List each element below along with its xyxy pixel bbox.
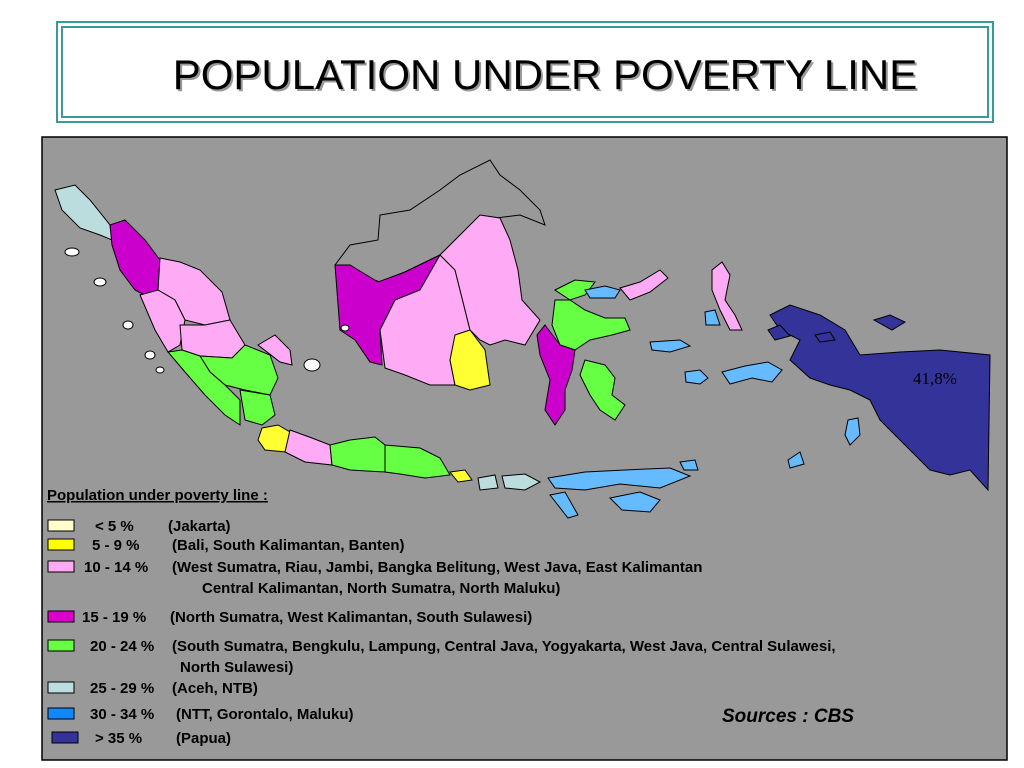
region xyxy=(704,309,721,326)
island xyxy=(93,277,107,287)
region xyxy=(477,474,499,491)
region xyxy=(239,389,276,426)
island xyxy=(144,350,156,360)
legend-swatch xyxy=(47,538,75,551)
source: Sources : CBS xyxy=(722,706,854,727)
region xyxy=(579,359,626,421)
legend-swatch xyxy=(47,639,75,652)
legend-swatch xyxy=(51,731,79,744)
region xyxy=(501,473,542,491)
legend-regions: (Papua) xyxy=(176,730,231,747)
legend-range: 25 - 29 % xyxy=(90,680,154,697)
legend-swatch xyxy=(47,707,75,720)
region xyxy=(608,491,661,513)
legend-regions: Central Kalimantan, North Sumatra, North… xyxy=(202,580,560,597)
region xyxy=(549,491,579,519)
region xyxy=(449,329,491,391)
legend-range: 5 - 9 % xyxy=(92,537,140,554)
legend-regions: (Bali, South Kalimantan, Banten) xyxy=(172,537,405,554)
title: POPULATION UNDER POVERTY LINE xyxy=(173,51,918,98)
title-frame xyxy=(56,21,994,123)
legend-title: Population under poverty line : xyxy=(47,487,268,504)
legend-range: 10 - 14 % xyxy=(84,559,148,576)
region xyxy=(584,285,621,299)
legend-range: < 5 % xyxy=(95,518,134,535)
region xyxy=(769,304,991,492)
region xyxy=(649,339,692,353)
legend-regions: (North Sumatra, West Kalimantan, South S… xyxy=(170,609,532,626)
island xyxy=(64,247,80,257)
legend-swatch xyxy=(47,681,75,694)
legend-swatch xyxy=(47,519,75,532)
legend-range: 30 - 34 % xyxy=(90,706,154,723)
legend-regions: (Jakarta) xyxy=(168,518,231,535)
island xyxy=(340,324,350,332)
legend-regions: North Sulawesi) xyxy=(180,659,293,676)
region xyxy=(684,369,709,385)
annotation: 41,8% xyxy=(913,369,957,388)
map xyxy=(54,159,991,519)
legend-swatch xyxy=(47,610,75,623)
region xyxy=(679,459,699,471)
legend-range: > 35 % xyxy=(95,730,142,747)
region xyxy=(257,334,293,366)
island xyxy=(155,366,165,374)
map-panel xyxy=(41,136,1008,761)
region xyxy=(384,444,451,479)
legend-range: 20 - 24 % xyxy=(90,638,154,655)
region xyxy=(711,261,743,331)
island xyxy=(303,358,321,372)
legend-range: 15 - 19 % xyxy=(82,609,146,626)
region xyxy=(787,451,805,469)
legend-regions: (Aceh, NTB) xyxy=(172,680,258,697)
island xyxy=(122,320,134,330)
legend-regions: (South Sumatra, Bengkulu, Lampung, Centr… xyxy=(172,638,836,655)
title-shadow: POPULATION UNDER POVERTY LINE xyxy=(175,53,920,100)
legend: < 5 % (Jakarta) 5 - 9 % (Bali, South Kalima… xyxy=(47,518,836,747)
region xyxy=(619,269,669,301)
legend-regions: (NTT, Gorontalo, Maluku) xyxy=(176,706,354,723)
region xyxy=(844,417,861,446)
title-frame-inner xyxy=(61,26,989,118)
region xyxy=(547,467,692,491)
region xyxy=(814,331,836,343)
region xyxy=(551,299,631,351)
region xyxy=(439,214,541,346)
region xyxy=(536,324,576,426)
region xyxy=(721,361,783,385)
region xyxy=(767,324,791,341)
region xyxy=(167,349,241,426)
region xyxy=(872,314,907,331)
legend-regions: (West Sumatra, Riau, Jambi, Bangka Belit… xyxy=(172,559,702,576)
region xyxy=(449,469,473,483)
legend-swatch xyxy=(47,560,75,573)
